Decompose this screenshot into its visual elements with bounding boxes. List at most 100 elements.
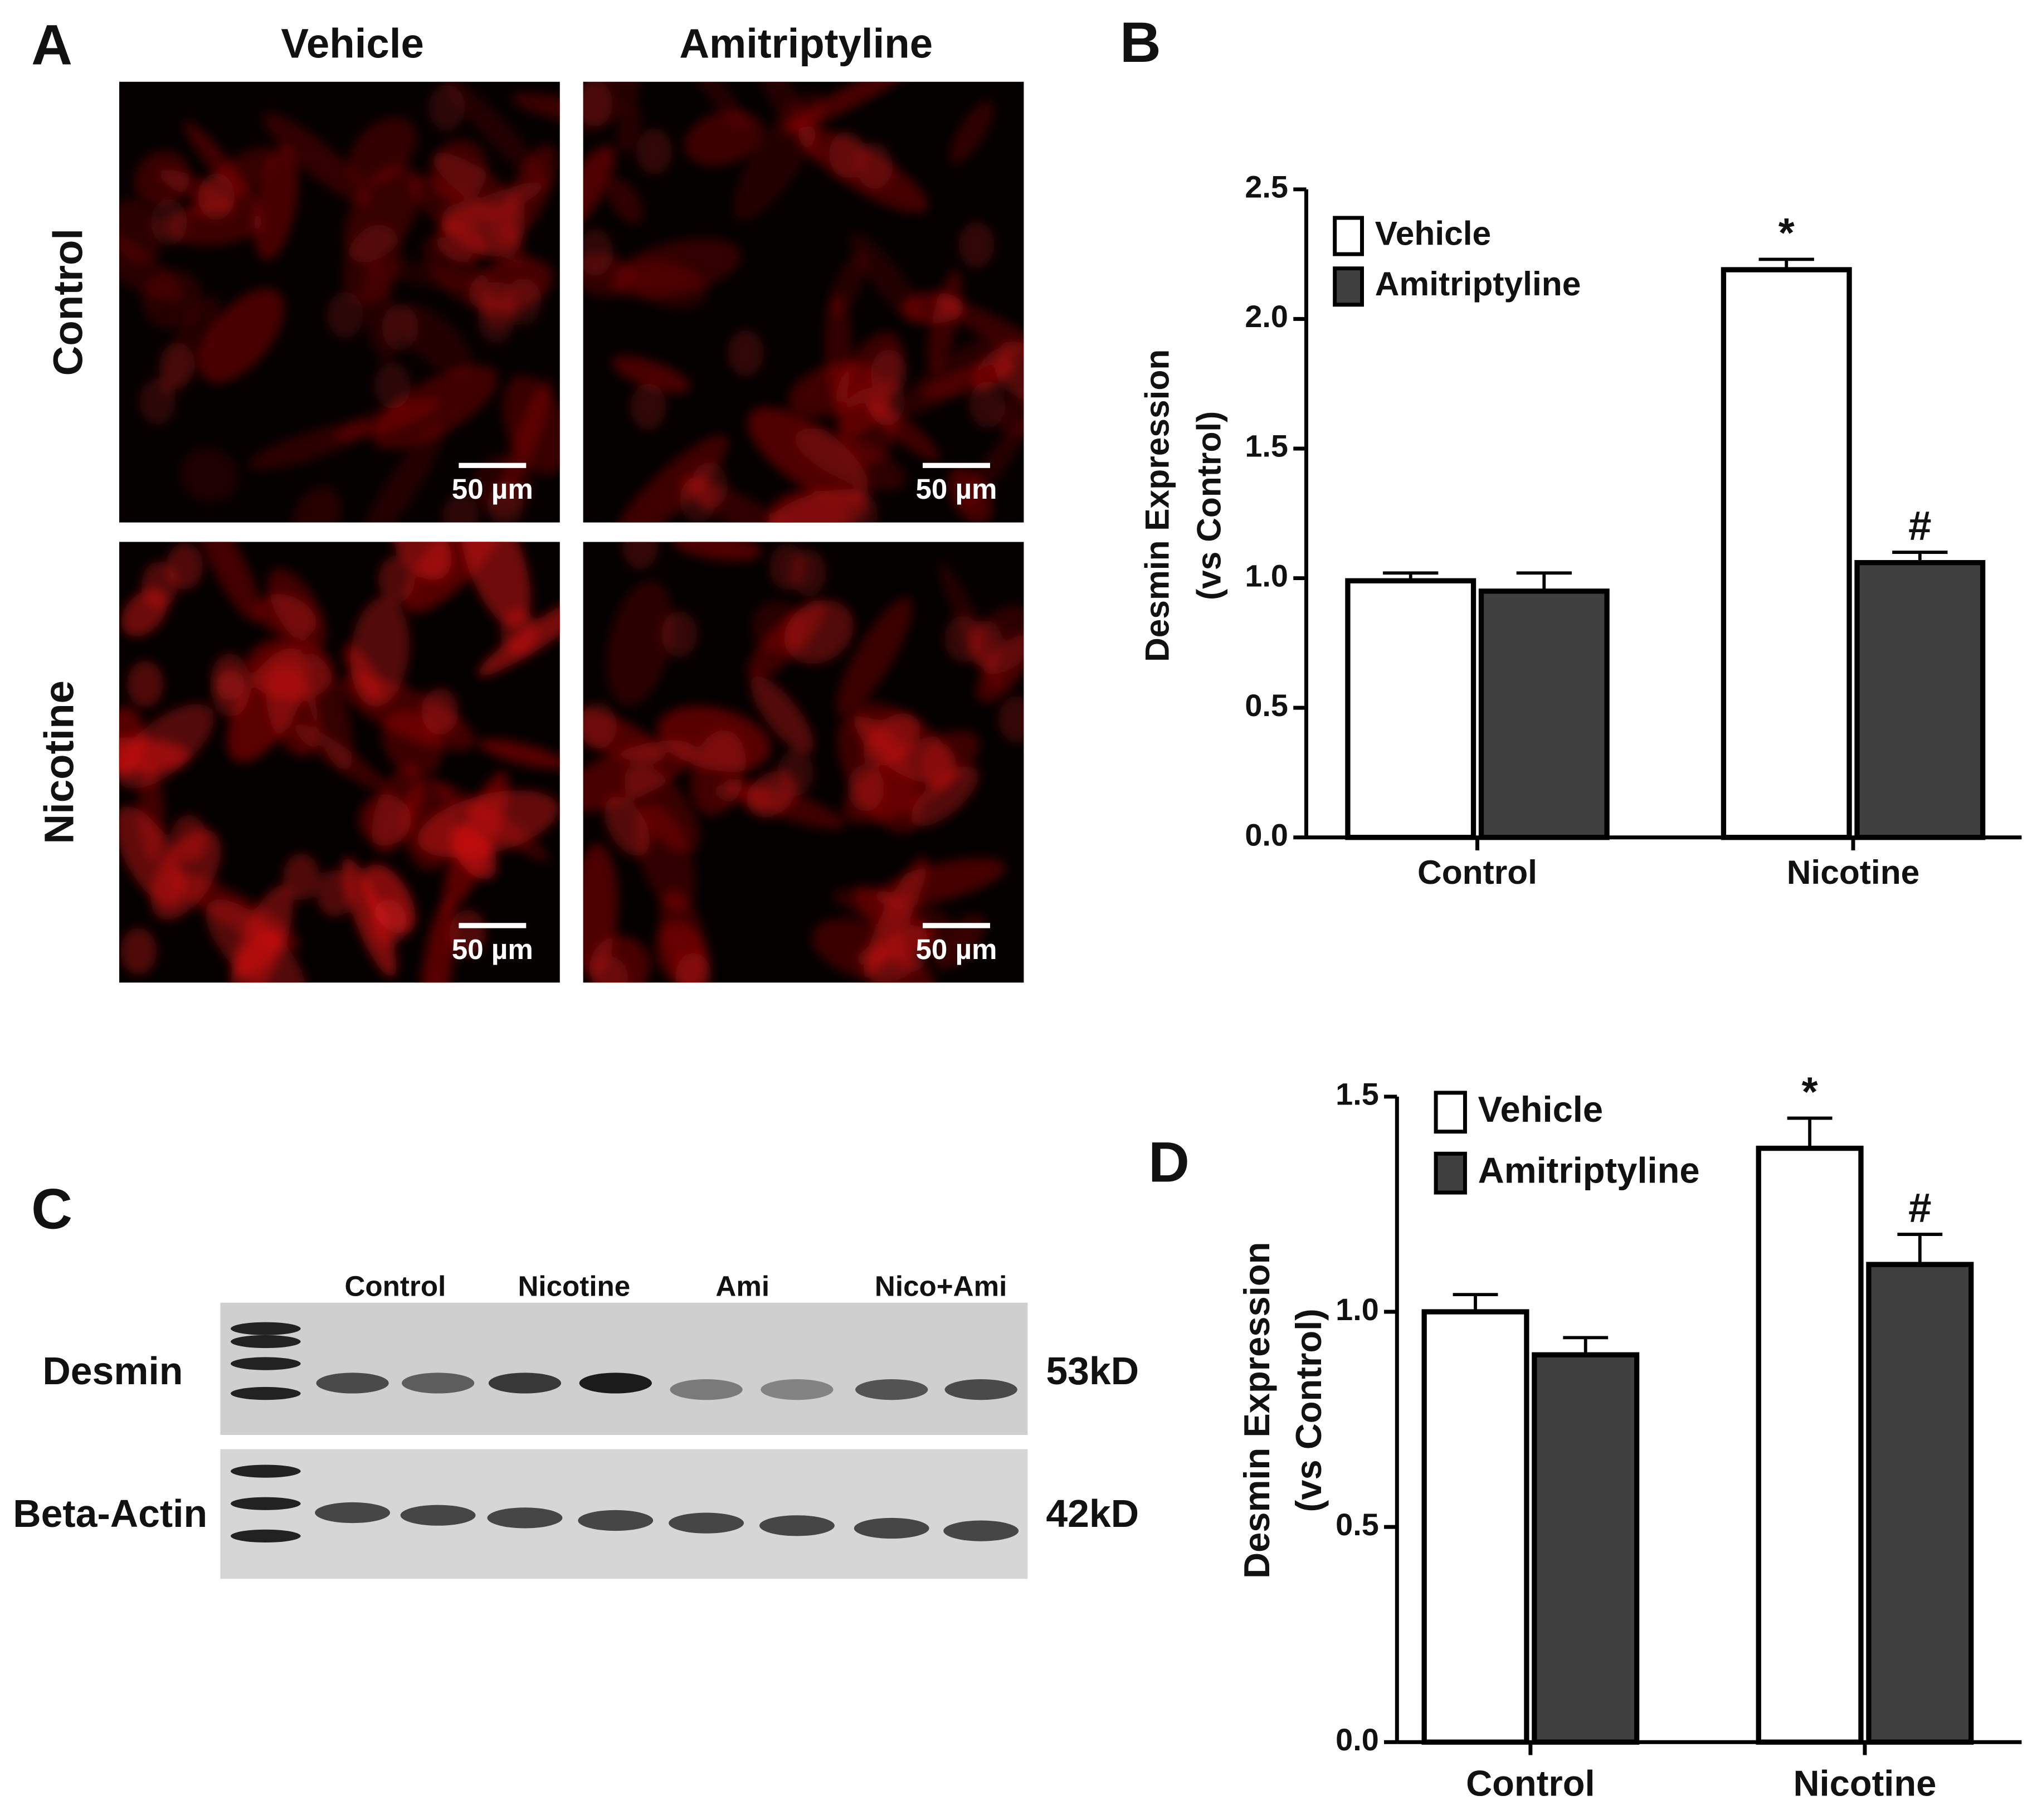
cell — [293, 486, 342, 523]
cells — [583, 542, 1024, 983]
cell — [614, 435, 728, 523]
panel-label: C — [31, 1176, 72, 1240]
lane-label: Nico+Ami — [875, 1271, 1007, 1302]
band — [943, 1520, 1019, 1541]
x-tick-label: Control — [1417, 853, 1537, 891]
nucleus — [442, 493, 479, 523]
significance-mark: # — [1908, 1185, 1931, 1231]
micrographs: 50 µm 50 µm 50 µm 50 µm — [119, 81, 1024, 983]
nucleus — [374, 362, 411, 409]
cell — [360, 424, 444, 523]
scale-bar-label: 50 µm — [452, 933, 533, 965]
cell — [460, 542, 531, 628]
panel-label: D — [1148, 1130, 1190, 1194]
cell — [262, 113, 371, 205]
ladder-band — [231, 1335, 301, 1349]
nucleus — [428, 84, 465, 132]
cells — [119, 81, 560, 523]
nucleus — [920, 742, 957, 790]
ladder-band — [231, 1464, 301, 1478]
lane-label: Ami — [715, 1271, 769, 1302]
nucleus — [327, 291, 364, 339]
nucleus — [158, 342, 196, 390]
cell — [372, 764, 423, 854]
y-tick-label: 0.0 — [1245, 817, 1288, 853]
y-tick-label: 2.5 — [1245, 169, 1288, 205]
cell — [606, 177, 644, 225]
nucleus — [583, 81, 613, 127]
cell — [836, 597, 913, 717]
cell — [997, 393, 1024, 436]
bar — [1756, 1145, 1864, 1745]
cell — [432, 152, 525, 219]
cell — [256, 593, 317, 639]
legend-label: Amitriptyline — [1478, 1150, 1700, 1190]
y-tick-label: 1.5 — [1245, 429, 1288, 464]
nucleus — [167, 543, 203, 590]
cell — [304, 654, 353, 771]
cell — [604, 796, 650, 857]
y-tick-label: 0.5 — [1336, 1507, 1379, 1542]
column-label: Amitriptyline — [679, 21, 933, 67]
y-tick-label: 1.5 — [1336, 1077, 1379, 1112]
x-tick-label: Nicotine — [1787, 853, 1920, 891]
nucleus — [488, 481, 524, 523]
blot-strip — [220, 1302, 1028, 1435]
y-axis-label: (vs Control) — [1288, 1308, 1329, 1512]
cell — [829, 251, 868, 317]
nucleus — [505, 278, 542, 325]
band — [855, 1379, 928, 1400]
band — [854, 1517, 929, 1539]
cell — [627, 259, 708, 309]
cell — [994, 341, 1024, 401]
band — [670, 1379, 743, 1400]
cells — [119, 542, 560, 983]
nucleus — [969, 381, 1006, 429]
cell — [672, 542, 762, 561]
cell — [195, 542, 261, 624]
row-label: Nicotine — [36, 680, 82, 844]
bar — [1421, 1309, 1529, 1745]
nucleus — [790, 549, 827, 596]
cell — [363, 259, 484, 291]
significance-mark: * — [1802, 1068, 1818, 1115]
band — [669, 1512, 744, 1534]
legend-swatch — [1333, 216, 1365, 256]
panel-label: A — [31, 13, 72, 77]
panel-label: B — [1120, 10, 1161, 74]
nucleus — [675, 953, 712, 983]
nucleus — [958, 221, 995, 269]
cell — [949, 100, 994, 164]
nucleus — [422, 688, 459, 735]
band — [315, 1502, 391, 1524]
cell — [768, 489, 846, 523]
nucleus — [500, 609, 537, 656]
nucleus — [847, 765, 884, 811]
row-label: Control — [45, 228, 91, 376]
cell — [119, 703, 215, 789]
size-label: 42kD — [1046, 1492, 1139, 1535]
nucleus — [868, 378, 905, 426]
western-blot: Control Nicotine Ami Nico+Ami Desmin Bet… — [13, 1271, 1139, 1579]
band — [487, 1507, 563, 1529]
cell — [511, 93, 560, 123]
cell — [403, 542, 509, 613]
legend-swatch — [1333, 266, 1365, 307]
bar — [1866, 1262, 1974, 1745]
cell — [199, 288, 284, 383]
cell — [690, 730, 746, 816]
y-tick-label: 0.0 — [1336, 1722, 1379, 1757]
cell — [876, 858, 1006, 906]
cell — [616, 103, 641, 155]
nucleus — [691, 462, 728, 509]
scale-bar-label: 50 µm — [915, 933, 997, 965]
significance-mark: * — [1778, 210, 1795, 256]
band-label: Desmin — [42, 1349, 183, 1393]
lane-label: Control — [344, 1271, 446, 1302]
cell — [348, 116, 417, 186]
nucleus — [316, 870, 353, 917]
nucleus — [661, 611, 698, 658]
nucleus — [630, 383, 667, 431]
band-label: Beta-Actin — [13, 1492, 207, 1535]
nucleus — [382, 304, 418, 351]
